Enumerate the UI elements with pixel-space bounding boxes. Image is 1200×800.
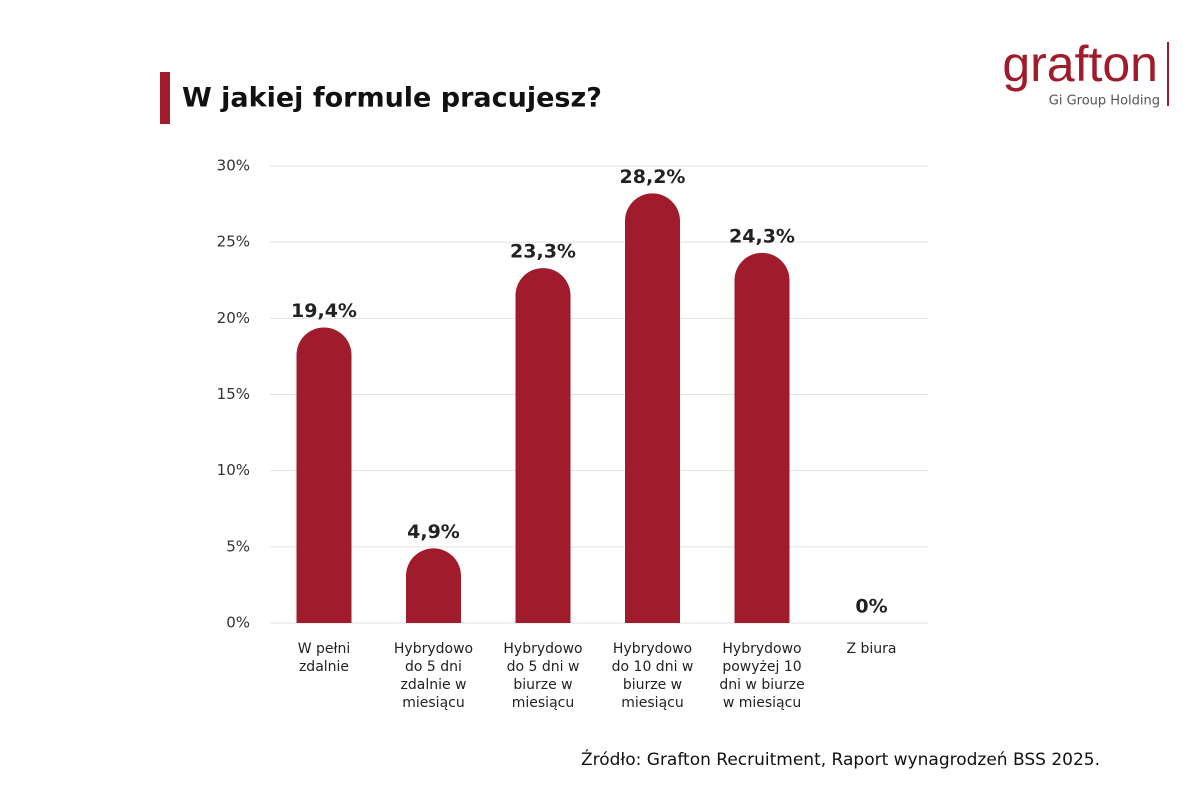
data-label: 23,3% xyxy=(510,241,576,263)
bar xyxy=(515,268,571,623)
title-accent xyxy=(160,72,170,124)
y-tick-label: 20% xyxy=(217,309,250,327)
chart-title: W jakiej formule pracujesz? xyxy=(182,83,602,114)
data-label: 28,2% xyxy=(620,166,686,188)
data-label: 4,9% xyxy=(407,521,460,543)
x-tick-label: Z biura xyxy=(846,641,897,657)
logo-subtitle: Gi Group Holding xyxy=(1049,94,1160,109)
y-tick-label: 15% xyxy=(217,385,250,403)
y-tick-label: 0% xyxy=(226,614,250,632)
y-tick-label: 25% xyxy=(217,233,250,251)
data-label: 0% xyxy=(855,596,887,618)
source: Źródło: Grafton Recruitment, Raport wyna… xyxy=(581,748,1100,770)
y-tick-label: 5% xyxy=(226,537,250,555)
x-tick-label: Hybrydowo do 10 dni w biurze w miesiącu xyxy=(611,641,694,711)
x-tick-label: Hybrydowo do 5 dni w biurze w miesiącu xyxy=(503,641,583,711)
bar xyxy=(625,193,680,623)
y-tick-label: 30% xyxy=(217,157,250,175)
y-tick-label: 10% xyxy=(217,461,250,479)
bar xyxy=(296,327,352,623)
x-tick-label: Hybrydowo do 5 dni zdalnie w miesiącu xyxy=(393,641,474,711)
bar xyxy=(734,252,790,624)
data-label: 24,3% xyxy=(729,225,795,247)
x-tick-label: Hybrydowo powyżej 10 dni w biurze w mies… xyxy=(719,641,805,711)
data-label: 19,4% xyxy=(291,300,357,322)
x-tick-label: W pełni zdalnie xyxy=(297,641,351,675)
bar xyxy=(406,548,461,623)
logo: grafton xyxy=(1002,36,1158,92)
